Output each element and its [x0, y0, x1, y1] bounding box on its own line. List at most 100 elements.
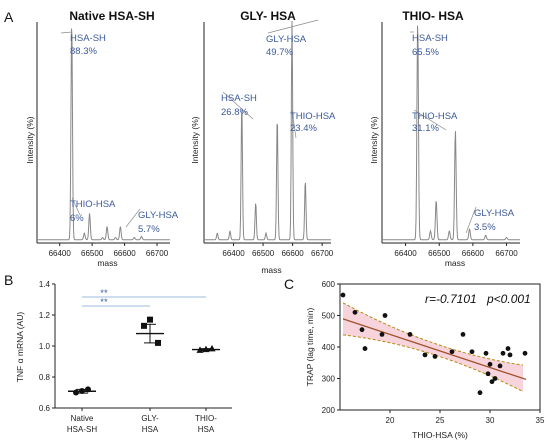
annotation-value: 23.4%	[290, 123, 317, 134]
data-point	[379, 332, 385, 337]
data-point	[432, 354, 438, 359]
data-point	[352, 309, 358, 315]
x-tick-label: 25	[436, 416, 445, 425]
annotation-label: GLY-HSA	[138, 210, 179, 221]
x-tick-label: 66600	[462, 249, 485, 258]
annotation-leader	[222, 91, 254, 120]
annotation-label: HSA-SH	[412, 33, 448, 44]
y-tick-label: 500	[322, 312, 336, 321]
x-axis-label: mass	[97, 258, 117, 268]
x-category-label: THIO-	[195, 414, 217, 423]
annotation-value: 5.7%	[138, 224, 160, 235]
data-point	[359, 327, 365, 333]
data-point	[489, 379, 495, 385]
annotation-value: 65.5%	[412, 47, 439, 58]
x-tick-label: 66700	[311, 249, 334, 258]
annotation-leader	[125, 208, 141, 228]
trap-scatter-plot: 20 25 30 35 200 300 400 500 600 THIO-HSA (%) TRAP …	[305, 280, 545, 440]
x-tick-label: 66400	[222, 249, 245, 258]
spectrum-trace	[382, 25, 520, 241]
x-tick-label: 66600	[281, 249, 304, 258]
annotation-leader	[291, 109, 297, 139]
x-tick-label: 66500	[252, 249, 275, 258]
ci-upper-line	[342, 302, 524, 366]
data-point	[485, 371, 491, 377]
annotation-leader	[413, 109, 447, 131]
chart-title: GLY- HSA	[240, 9, 296, 23]
regression-line	[342, 318, 527, 380]
correlation-p: p<0.001	[486, 292, 531, 306]
panel-label-b: B	[4, 272, 13, 288]
y-tick-label: 600	[322, 280, 336, 289]
data-point	[79, 387, 85, 394]
y-axis-label: TRAP (lag time, min)	[305, 307, 315, 386]
x-tick-label: 20	[386, 416, 395, 425]
data-point	[202, 345, 210, 353]
spectrum-native: 66400 66500 66600 66700 mass Intensity (%) Nat…	[25, 9, 179, 268]
data-point	[422, 352, 428, 358]
data-point	[505, 346, 511, 351]
data-point	[449, 349, 455, 355]
spectrum-thio: 66400 66500 66600 66700 mass Intensity (%) THI…	[369, 9, 520, 268]
x-tick-label: 66500	[81, 249, 104, 258]
x-tick-label: 30	[486, 416, 495, 425]
data-point	[73, 389, 79, 396]
y-tick-label: 1.0	[39, 342, 51, 351]
annotation-label: HSA-SH	[221, 93, 257, 104]
significance-label: **	[100, 297, 108, 308]
x-axis-label: mass	[261, 265, 281, 275]
data-point	[208, 344, 216, 352]
data-point	[407, 332, 413, 337]
y-tick-label: 300	[322, 375, 336, 384]
spectrum-gly: 66400 66500 66600 66700 mass Intensity (%) GLY…	[190, 9, 336, 275]
x-axis-label: mass	[445, 258, 465, 268]
annotation-value: 6%	[70, 213, 84, 224]
data-point	[507, 352, 513, 358]
annotation-leader	[465, 206, 477, 234]
spectrum-trace	[204, 20, 331, 241]
data-point	[487, 361, 493, 367]
panel-label-a: A	[4, 9, 14, 25]
y-axis-label: Intensity (%)	[190, 116, 200, 163]
annotation-label: THIO-HSA	[70, 199, 116, 210]
annotation-label: GLY-HSA	[266, 34, 307, 45]
significance-label: **	[100, 288, 108, 299]
x-tick-label: 66400	[49, 249, 72, 258]
y-tick-label: 0.6	[39, 404, 51, 413]
y-tick-label: 1.2	[39, 311, 51, 320]
annotation-leader	[71, 197, 81, 216]
data-point	[497, 363, 503, 369]
annotation-value: 26.8%	[221, 107, 248, 118]
data-point	[141, 322, 147, 329]
annotation-label: GLY-HSA	[474, 208, 515, 219]
data-point	[85, 386, 91, 393]
y-tick-label: 200	[322, 406, 336, 415]
data-point	[362, 346, 368, 351]
y-axis-label: Intensity (%)	[25, 116, 35, 163]
data-point	[155, 339, 161, 346]
x-axis-label: THIO-HSA (%)	[412, 430, 468, 440]
x-category-label: HSA	[142, 425, 159, 434]
chart-title: THIO- HSA	[402, 9, 464, 23]
correlation-r: r=-0.7101	[425, 292, 477, 306]
data-point	[460, 332, 466, 337]
x-tick-label: 66700	[495, 249, 518, 258]
annotation-value: 3.5%	[474, 222, 496, 233]
data-point	[340, 292, 346, 298]
annotation-leader	[267, 19, 319, 34]
data-point	[483, 350, 489, 356]
data-point	[382, 313, 388, 318]
y-tick-label: 0.8	[39, 373, 51, 382]
y-tick-label: 1.4	[39, 280, 51, 289]
annotation-value: 49.7%	[266, 47, 293, 58]
annotation-value: 88.3%	[70, 46, 97, 57]
x-category-label: HSA-SH	[67, 425, 97, 434]
confidence-band	[343, 302, 523, 392]
x-tick-label: 66500	[428, 249, 451, 258]
data-point	[196, 346, 204, 353]
x-category-label: HSA	[198, 425, 215, 434]
x-tick-label: 66400	[394, 249, 417, 258]
chart-title: Native HSA-SH	[69, 9, 154, 23]
panel-label-c: C	[284, 276, 294, 292]
